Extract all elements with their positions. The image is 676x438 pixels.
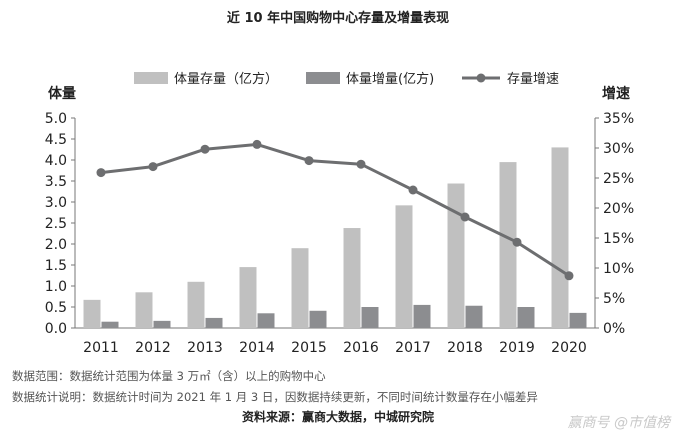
- y-left-tick-label: 4.0: [45, 153, 67, 169]
- x-tick-label: 2016: [343, 340, 379, 356]
- bar-increment: [309, 310, 327, 328]
- bar-stock: [499, 162, 517, 328]
- growth-point: [252, 139, 262, 149]
- bar-stock: [447, 183, 465, 328]
- y-left-tick-label: 2.0: [45, 237, 67, 253]
- bar-stock: [343, 228, 361, 328]
- bar-increment: [361, 307, 379, 328]
- bar-increment: [569, 312, 587, 328]
- y-left-tick-label: 0.5: [45, 300, 67, 316]
- growth-point: [512, 237, 522, 247]
- y-axis-right-label: 增速: [602, 85, 630, 102]
- x-tick-label: 2013: [187, 340, 223, 356]
- legend-label-increment: 体量增量(亿方): [346, 71, 434, 87]
- bar-stock: [395, 205, 413, 328]
- growth-point: [564, 271, 574, 281]
- y-left-tick-label: 0.0: [45, 321, 67, 337]
- legend-label-growth: 存量增速: [507, 72, 559, 87]
- bar-increment: [205, 317, 223, 328]
- y-left-tick-label: 5.0: [45, 111, 67, 127]
- growth-point: [148, 162, 158, 172]
- data-scope-note: 数据范围：数据统计范围为体量 3 万㎡（含）以上的购物中心: [12, 369, 326, 383]
- growth-point: [96, 168, 106, 178]
- y-right-tick-label: 30%: [603, 141, 634, 157]
- y-right-tick-label: 10%: [603, 261, 634, 277]
- y-left-tick-label: 3.5: [45, 174, 67, 190]
- bar-stock: [551, 147, 569, 328]
- y-right-tick-label: 20%: [603, 201, 634, 217]
- legend-swatch-stock: [134, 72, 168, 84]
- growth-point: [408, 185, 418, 195]
- y-right-tick-label: 5%: [603, 291, 625, 307]
- x-tick-label: 2011: [83, 340, 119, 356]
- legend-label-stock: 体量存量（亿方）: [174, 71, 278, 87]
- bar-increment: [413, 304, 431, 328]
- bar-stock: [135, 292, 153, 328]
- legend-swatch-growth-marker: [476, 73, 486, 83]
- x-tick-label: 2014: [239, 340, 275, 356]
- source-note: 资料来源：赢商大数据，中城研究院: [241, 410, 434, 424]
- bar-increment: [101, 321, 119, 328]
- x-tick-label: 2012: [135, 340, 171, 356]
- watermark: 赢商号 @市值榜: [567, 415, 670, 431]
- growth-point: [200, 144, 210, 154]
- y-right-tick-label: 25%: [603, 171, 634, 187]
- bar-stock: [291, 248, 309, 328]
- growth-point: [460, 212, 470, 222]
- x-tick-label: 2020: [551, 340, 587, 356]
- x-tick-label: 2018: [447, 340, 483, 356]
- growth-point: [304, 156, 314, 166]
- bar-increment: [517, 307, 535, 328]
- x-tick-label: 2017: [395, 340, 431, 356]
- legend-swatch-increment: [306, 72, 340, 84]
- legend: 体量存量（亿方） 体量增量(亿方) 存量增速: [134, 71, 559, 87]
- bar-stock: [239, 267, 257, 328]
- bar-increment: [257, 313, 275, 328]
- y-right-tick-label: 0%: [603, 321, 625, 337]
- bar-increment: [153, 320, 171, 328]
- y-right-tick-label: 15%: [603, 231, 634, 247]
- bar-increment: [465, 305, 483, 328]
- y-axis-left-label: 体量: [48, 85, 76, 102]
- y-left-tick-label: 2.5: [45, 216, 67, 232]
- x-tick-label: 2015: [291, 340, 327, 356]
- y-left-tick-label: 1.0: [45, 279, 67, 295]
- bar-stock: [187, 281, 205, 328]
- y-left-tick-label: 1.5: [45, 258, 67, 274]
- y-left-tick-label: 4.5: [45, 132, 67, 148]
- y-right-tick-label: 35%: [603, 111, 634, 127]
- data-explain-note: 数据统计说明：数据统计时间为 2021 年 1 月 3 日，因数据持续更新，不同…: [12, 390, 538, 404]
- x-tick-label: 2019: [499, 340, 535, 356]
- growth-point: [356, 159, 366, 169]
- bar-stock: [83, 299, 101, 328]
- chart-title: 近 10 年中国购物中心存量及增量表现: [227, 10, 449, 26]
- growth-line: [100, 142, 570, 278]
- y-left-tick-label: 3.0: [45, 195, 67, 211]
- chart: 近 10 年中国购物中心存量及增量表现 体量存量（亿方） 体量增量(亿方) 存量…: [45, 10, 634, 356]
